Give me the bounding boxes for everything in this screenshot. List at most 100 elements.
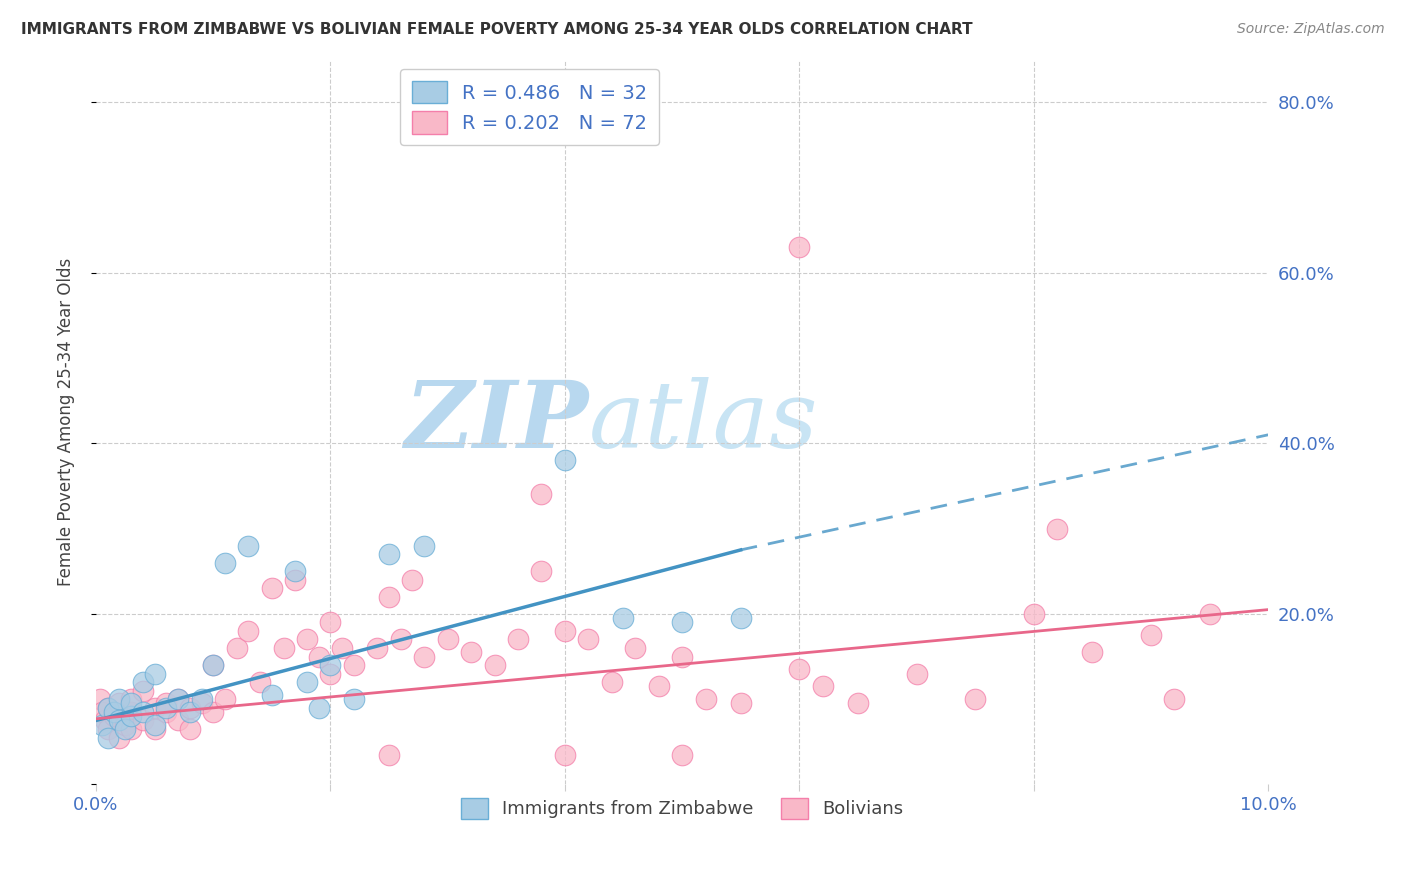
Point	[413, 649, 436, 664]
Point	[143, 700, 166, 714]
Point	[1022, 607, 1045, 621]
Point	[97, 722, 120, 736]
Point	[284, 564, 307, 578]
Point	[179, 705, 201, 719]
Point	[846, 697, 869, 711]
Point	[143, 666, 166, 681]
Point	[273, 640, 295, 655]
Point	[506, 632, 529, 647]
Point	[167, 692, 190, 706]
Text: ZIP: ZIP	[404, 377, 588, 467]
Point	[120, 697, 142, 711]
Point	[284, 573, 307, 587]
Point	[671, 649, 693, 664]
Point	[132, 675, 155, 690]
Point	[624, 640, 647, 655]
Point	[671, 747, 693, 762]
Point	[787, 662, 810, 676]
Point	[554, 453, 576, 467]
Point	[143, 722, 166, 736]
Point	[120, 705, 142, 719]
Point	[330, 640, 353, 655]
Point	[155, 697, 177, 711]
Point	[238, 624, 260, 638]
Point	[120, 722, 142, 736]
Point	[167, 714, 190, 728]
Point	[179, 722, 201, 736]
Point	[108, 714, 131, 728]
Point	[612, 611, 634, 625]
Point	[647, 679, 669, 693]
Point	[905, 666, 928, 681]
Point	[787, 240, 810, 254]
Point	[94, 714, 117, 728]
Point	[343, 692, 366, 706]
Point	[554, 747, 576, 762]
Point	[190, 697, 212, 711]
Point	[238, 539, 260, 553]
Point	[179, 700, 201, 714]
Point	[225, 640, 247, 655]
Point	[132, 714, 155, 728]
Point	[308, 649, 330, 664]
Point	[167, 692, 190, 706]
Point	[319, 666, 342, 681]
Point	[730, 697, 752, 711]
Point	[295, 632, 318, 647]
Point	[484, 658, 506, 673]
Point	[1081, 645, 1104, 659]
Point	[114, 717, 136, 731]
Point	[436, 632, 458, 647]
Point	[202, 705, 225, 719]
Point	[401, 573, 423, 587]
Point	[965, 692, 987, 706]
Text: Source: ZipAtlas.com: Source: ZipAtlas.com	[1237, 22, 1385, 37]
Point	[671, 615, 693, 630]
Point	[1198, 607, 1220, 621]
Point	[132, 683, 155, 698]
Point	[190, 692, 212, 706]
Point	[811, 679, 834, 693]
Point	[730, 611, 752, 625]
Legend: Immigrants from Zimbabwe, Bolivians: Immigrants from Zimbabwe, Bolivians	[454, 791, 911, 826]
Point	[319, 658, 342, 673]
Point	[576, 632, 599, 647]
Point	[378, 547, 401, 561]
Point	[103, 705, 125, 719]
Point	[108, 731, 131, 745]
Point	[319, 615, 342, 630]
Point	[90, 705, 112, 719]
Point	[202, 658, 225, 673]
Point	[114, 722, 136, 736]
Point	[1163, 692, 1185, 706]
Point	[90, 717, 112, 731]
Point	[530, 564, 553, 578]
Point	[260, 582, 283, 596]
Point	[1046, 522, 1069, 536]
Point	[366, 640, 388, 655]
Point	[97, 731, 120, 745]
Point	[460, 645, 482, 659]
Point	[343, 658, 366, 673]
Point	[378, 590, 401, 604]
Point	[249, 675, 271, 690]
Y-axis label: Female Poverty Among 25-34 Year Olds: Female Poverty Among 25-34 Year Olds	[58, 258, 75, 586]
Point	[600, 675, 623, 690]
Point	[308, 700, 330, 714]
Point	[103, 709, 125, 723]
Point	[413, 539, 436, 553]
Point	[260, 688, 283, 702]
Point	[378, 747, 401, 762]
Point	[214, 556, 236, 570]
Point	[554, 624, 576, 638]
Point	[155, 705, 177, 719]
Point	[389, 632, 412, 647]
Point	[120, 709, 142, 723]
Point	[97, 700, 120, 714]
Text: atlas: atlas	[588, 377, 818, 467]
Point	[695, 692, 717, 706]
Point	[295, 675, 318, 690]
Point	[132, 705, 155, 719]
Point	[202, 658, 225, 673]
Point	[108, 692, 131, 706]
